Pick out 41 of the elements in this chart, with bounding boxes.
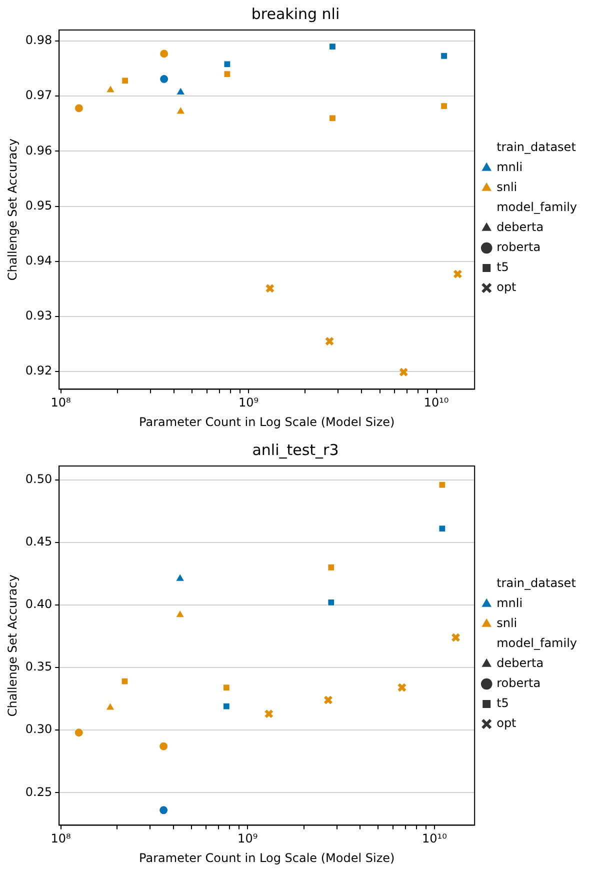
x-tick-label: 10⁹ [238, 396, 259, 410]
legend-label: opt [496, 280, 517, 294]
text: model_family [496, 636, 578, 650]
x-tick-label: 10¹⁰ [422, 832, 448, 846]
y-tick-label: 0.45 [25, 534, 52, 548]
legend-label: roberta [496, 676, 541, 690]
x-tick-label: 10¹⁰ [424, 396, 449, 410]
y-tick-label: 0.25 [25, 784, 52, 799]
y-tick-label: 0.40 [25, 597, 52, 612]
legend-label: roberta [496, 240, 541, 254]
text: train_dataset [496, 140, 576, 154]
x-tick-label: 10⁹ [238, 832, 258, 846]
y-tick-label: 0.95 [25, 198, 52, 212]
text: train_dataset [496, 576, 576, 590]
x-axis-title: Parameter Count in Log Scale (Model Size) [139, 850, 395, 865]
y-tick-label: 0.93 [25, 308, 52, 323]
x-axis-title: Parameter Count in Log Scale (Model Size) [139, 414, 395, 429]
y-tick-label: 0.94 [25, 254, 52, 268]
y-axis-title: Challenge Set Accuracy [5, 574, 20, 717]
legend-label: deberta [496, 220, 544, 234]
y-tick-label: 0.35 [25, 660, 52, 674]
y-tick-label: 0.96 [25, 143, 52, 158]
text: model_family [496, 200, 578, 214]
y-tick-label: 0.97 [25, 88, 52, 102]
legend-label: mnli [496, 160, 523, 174]
chart-title: breaking nli [251, 4, 340, 23]
y-tick-label: 0.98 [25, 33, 52, 48]
y-tick-label: 0.50 [25, 472, 52, 486]
legend-label: t5 [496, 260, 509, 274]
y-tick-label: 0.92 [25, 364, 52, 378]
y-axis-title: Challenge Set Accuracy [5, 138, 20, 281]
y-tick-label: 0.30 [25, 722, 52, 736]
x-tick-label: 10⁸ [50, 396, 71, 410]
chart-title: anli_test_r3 [252, 440, 339, 459]
legend-label: opt [496, 716, 517, 730]
legend-label: mnli [496, 596, 523, 610]
legend-label: t5 [496, 696, 509, 710]
legend-label: deberta [496, 656, 544, 670]
legend-label: snli [496, 616, 518, 630]
legend-label: snli [496, 180, 518, 194]
x-tick-label: 10⁸ [50, 832, 71, 846]
